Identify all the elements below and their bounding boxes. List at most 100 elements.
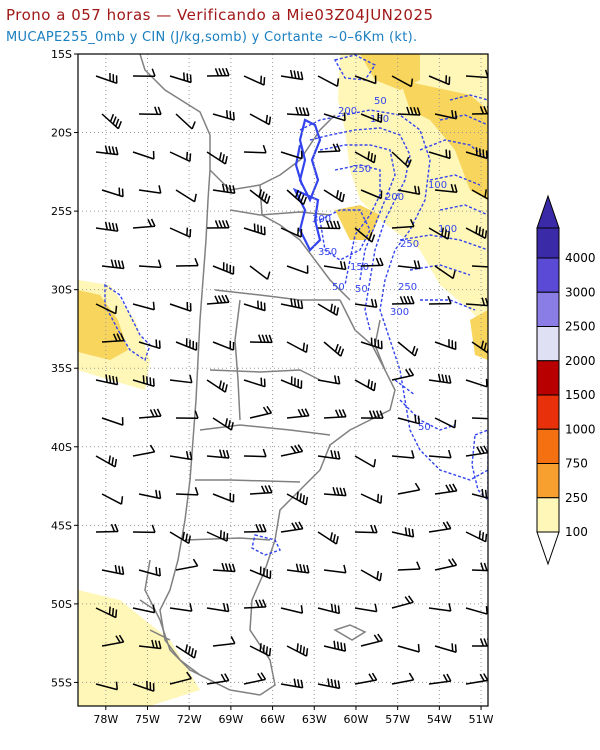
wind-barb	[206, 379, 228, 393]
wind-barb	[397, 341, 419, 357]
wind-barb	[428, 295, 452, 305]
cin-contour	[319, 209, 371, 261]
wind-barb	[212, 340, 235, 351]
wind-barb	[132, 604, 156, 614]
wind-barb	[391, 151, 412, 168]
lon-tick-label: 51W	[469, 713, 494, 726]
wind-barb	[280, 298, 304, 310]
wind-barb	[465, 445, 488, 457]
wind-barb	[95, 72, 118, 85]
lon-tick-label: 78W	[93, 713, 118, 726]
wind-barb	[280, 444, 304, 457]
lon-tick-label: 66W	[260, 713, 285, 726]
wind-barb	[249, 405, 273, 419]
colorbar-box	[536, 497, 560, 533]
wind-barb	[397, 106, 421, 116]
wind-barb	[323, 409, 347, 419]
wind-barb	[317, 678, 341, 690]
longitude-axis: 78W 75W 72W 69W 66W 63W 60W 57W 54W 51W	[93, 706, 494, 726]
cin-contour-dense	[292, 187, 322, 252]
contour-label: 200	[338, 106, 357, 117]
lon-tick-label: 60W	[344, 713, 369, 726]
lon-tick-label: 54W	[427, 713, 452, 726]
argentina-internal-6	[234, 299, 241, 421]
wind-barb	[243, 75, 266, 86]
wind-barb	[249, 643, 272, 657]
latitude-axis: 15S 20S 25S 30S 35S 40S 45S 50S 55S	[51, 48, 78, 689]
wind-barb	[428, 603, 452, 612]
wind-barb	[206, 673, 230, 685]
wind-barb	[360, 113, 383, 124]
colorbar-box	[536, 326, 560, 362]
wind-barb	[323, 564, 347, 574]
cin-contour	[251, 534, 281, 556]
wind-barb	[249, 265, 271, 280]
wind-barb	[243, 300, 266, 312]
wind-barb	[360, 569, 383, 582]
wind-barb	[317, 375, 341, 385]
wind-barb	[95, 606, 118, 619]
wind-barb	[175, 644, 197, 659]
wind-barb	[206, 151, 228, 165]
wind-barb	[101, 333, 125, 343]
colorbar-max-arrow	[536, 194, 560, 229]
contour-label: 250	[400, 239, 419, 250]
wind-barb	[360, 337, 383, 350]
wind-barb	[434, 417, 457, 429]
wind-barb	[323, 260, 347, 271]
colorbar-label: 100	[565, 525, 588, 539]
wind-barb	[243, 144, 267, 154]
wind-barb	[354, 227, 376, 243]
wind-barb	[465, 378, 488, 388]
wind-barb	[391, 595, 414, 609]
wind-barb	[286, 563, 310, 574]
wind-barb	[397, 643, 420, 653]
wind-barb	[101, 564, 125, 576]
lon-tick-label: 72W	[177, 713, 202, 726]
map-subtitle: MUCAPE255_0mb y CIN (J/kg,somb) y Cortan…	[6, 30, 418, 45]
wind-barb	[132, 680, 155, 692]
colorbar-box	[536, 360, 560, 396]
argentina-internal-1	[214, 289, 340, 301]
plot-frame	[77, 53, 489, 707]
wind-barb	[249, 334, 273, 344]
contour-labels: 50 200 150 250 100 200 300 250 350 150 1…	[312, 96, 457, 433]
colorbar-box	[536, 428, 560, 464]
wind-barb	[286, 341, 309, 354]
political-boundaries	[139, 54, 396, 696]
wind-barb	[280, 69, 304, 81]
colorbar-box	[536, 227, 560, 259]
wind-barb	[95, 145, 119, 156]
uruguay-border	[339, 299, 386, 371]
wind-barb	[360, 493, 383, 505]
lat-tick-label: 45S	[51, 519, 72, 532]
wind-barb	[138, 639, 162, 650]
wind-barb	[391, 527, 415, 538]
contour-label: 300	[390, 307, 409, 318]
south-america-coastline-west	[139, 54, 261, 696]
wind-barb	[175, 487, 199, 496]
wind-barb	[169, 227, 192, 238]
wind-barb	[354, 379, 377, 392]
falklands	[333, 624, 367, 641]
wind-barb	[428, 227, 451, 240]
cape-area-south-pacific	[78, 590, 200, 706]
colorbar-label: 4000	[565, 251, 596, 265]
wind-barb	[354, 524, 378, 534]
contour-label: 250	[398, 282, 417, 293]
contour-label: 200	[385, 192, 404, 203]
cin-contour	[334, 164, 381, 286]
wind-barb	[465, 673, 488, 685]
colorbar-label: 1500	[565, 388, 596, 402]
lat-tick-label: 50S	[51, 598, 72, 611]
cin-contour	[299, 109, 488, 481]
wind-barb	[323, 341, 345, 357]
wind-barb	[243, 672, 267, 685]
wind-barb	[280, 678, 304, 689]
wind-barb	[101, 259, 125, 270]
wind-barb	[317, 531, 339, 545]
wind-barb	[132, 150, 155, 160]
wind-barb	[206, 449, 230, 459]
wind-barb	[175, 113, 196, 130]
cin-contour	[319, 144, 396, 281]
